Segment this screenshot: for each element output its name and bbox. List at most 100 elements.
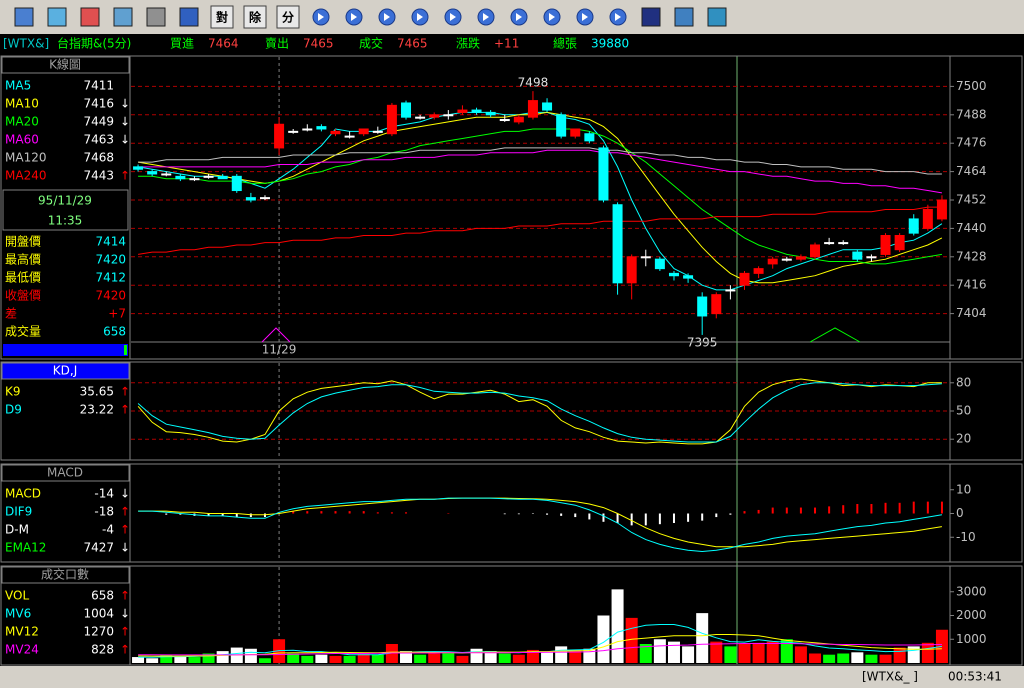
line-series: [138, 497, 942, 548]
volume-bar: [329, 655, 342, 663]
volume-bar: [766, 641, 779, 663]
toolbar-button[interactable]: [14, 7, 34, 27]
toolbar-button[interactable]: [641, 7, 661, 27]
x-tick-label: 11/29: [262, 343, 297, 357]
quote-label: 總張: [553, 36, 577, 51]
readout-value: 7412: [95, 271, 126, 285]
candle-body: [668, 272, 679, 277]
toolbar-icon: [417, 13, 423, 21]
legend-arrow: ↑: [120, 505, 130, 519]
candle-body: [683, 275, 694, 279]
toolbar-button[interactable]: [707, 7, 727, 27]
readout-date: 95/11/29: [38, 194, 92, 208]
line-series: [138, 149, 942, 194]
candle-body: [457, 109, 468, 113]
volume-bar: [160, 654, 173, 663]
legend-name: DIF9: [5, 505, 32, 519]
candle-body: [527, 100, 538, 118]
candle-body: [358, 128, 369, 135]
signal-marker: [809, 327, 861, 343]
toolbar-icon: [516, 13, 522, 21]
candle-body: [880, 235, 891, 255]
candle-body: [161, 173, 172, 176]
toolbar-button[interactable]: [674, 7, 694, 27]
legend-value: 1004: [83, 607, 114, 621]
readout-value: +7: [108, 307, 126, 321]
toolbar-button[interactable]: [47, 7, 67, 27]
volume-bar: [555, 646, 568, 663]
candle-body: [626, 256, 637, 284]
legend-arrow: ↓: [120, 97, 130, 111]
volume-bar: [682, 646, 695, 663]
candle-body: [739, 272, 750, 286]
readout-value: 7420: [95, 289, 126, 303]
toolbar-button[interactable]: [210, 5, 234, 29]
toolbar-button[interactable]: [179, 7, 199, 27]
y-tick-label: 7500: [956, 79, 987, 93]
candle-body: [259, 197, 270, 200]
volume-bar: [357, 652, 370, 663]
candle-body: [725, 289, 736, 292]
line-series: [138, 206, 942, 255]
toolbar-button[interactable]: [146, 7, 166, 27]
volume-bar: [541, 652, 554, 663]
panel-header: [1, 362, 130, 380]
status-code: [WTX&_ ]: [862, 670, 918, 684]
y-tick-label: 7404: [956, 306, 987, 320]
volume-bar: [639, 644, 652, 663]
candle-body: [386, 104, 397, 135]
candle-body: [147, 171, 158, 175]
toolbar-button[interactable]: [113, 7, 133, 27]
candle-body: [936, 199, 947, 220]
volume-bar: [244, 648, 257, 663]
line-series: [138, 497, 942, 553]
legend-name: VOL: [5, 589, 29, 603]
candle-body: [598, 147, 609, 201]
toolbar-icon: [483, 13, 489, 21]
volume-bar: [809, 653, 822, 663]
toolbar-button[interactable]: [276, 5, 300, 29]
legend-arrow: ↑: [120, 589, 130, 603]
volume-bar: [400, 651, 413, 663]
quote-name: 台指期&(5分): [57, 36, 131, 51]
candle-body: [513, 116, 524, 123]
quote-value: 7464: [208, 37, 239, 51]
candle-body: [429, 114, 440, 118]
quote-label: 買進: [170, 37, 194, 51]
y-tick-label: 7452: [956, 193, 987, 207]
legend-value: 7463: [83, 133, 114, 147]
legend-arrow: ↓: [120, 541, 130, 555]
legend-name: MV24: [5, 643, 39, 657]
volume-bar: [526, 649, 539, 663]
volume-bar: [484, 651, 497, 663]
volume-bar: [512, 654, 525, 663]
volume-bar: [132, 657, 145, 663]
panel-title: K線圖: [49, 57, 81, 72]
readout-value: 7414: [95, 235, 126, 249]
legend-name: MA60: [5, 133, 39, 147]
y-tick-label: 50: [956, 404, 971, 418]
panel-header: [1, 464, 130, 482]
quote-value: 7465: [303, 37, 334, 51]
toolbar-icon: [582, 13, 588, 21]
readout-label: 開盤價: [5, 235, 41, 249]
candle-body: [810, 244, 821, 258]
panel-title: MACD: [47, 466, 83, 480]
readout-label: 成交量: [5, 324, 41, 339]
candle-body: [908, 218, 919, 234]
legend-value: -14: [94, 487, 114, 501]
legend-value: 7468: [83, 151, 114, 165]
candle-body: [175, 175, 186, 180]
volume-bar: [287, 653, 300, 663]
legend-value: 1270: [83, 625, 114, 639]
toolbar-button[interactable]: [80, 7, 100, 27]
panel-frame: [0, 463, 1023, 563]
candle-body: [217, 175, 228, 180]
volume-bar: [301, 655, 314, 663]
volume-bar: [893, 647, 906, 663]
legend-name: MV12: [5, 625, 39, 639]
panel-frame: [0, 361, 1023, 461]
toolbar-button[interactable]: [243, 5, 267, 29]
candle-body: [824, 242, 835, 245]
